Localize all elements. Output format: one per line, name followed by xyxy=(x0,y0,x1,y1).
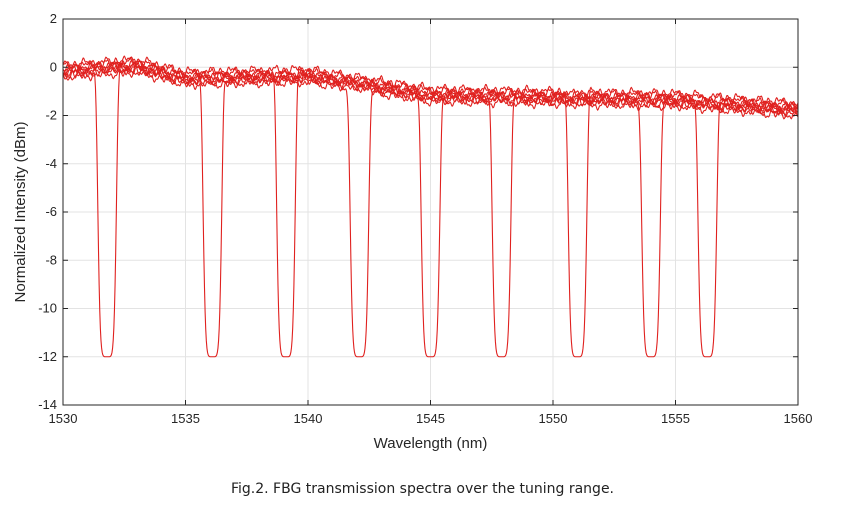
x-tick-label: 1550 xyxy=(539,411,568,426)
y-tick-label: -8 xyxy=(45,252,57,267)
y-tick-label: -14 xyxy=(38,397,57,412)
figure-caption: Fig.2. FBG transmission spectra over the… xyxy=(230,481,615,497)
y-tick-label: -12 xyxy=(38,349,57,364)
x-tick-label: 1555 xyxy=(661,411,690,426)
x-tick-label: 1560 xyxy=(784,411,813,426)
y-tick-label: -10 xyxy=(38,301,57,316)
series-group xyxy=(62,55,799,358)
x-tick-label: 1530 xyxy=(49,411,78,426)
y-axis-label: Normalized Intensity (dBm) xyxy=(12,122,29,303)
spectrum-line xyxy=(62,56,799,358)
x-axis-label: Wavelength (nm) xyxy=(374,435,488,452)
spectrum-line xyxy=(62,57,799,358)
grid-lines xyxy=(62,18,799,406)
x-tick-label: 1545 xyxy=(416,411,445,426)
spectrum-line xyxy=(62,55,799,358)
x-tick-label: 1535 xyxy=(171,411,200,426)
y-tick-label: -4 xyxy=(45,156,57,171)
y-axis-ticks: 2 0 -2 -4 -6 -8 -10 -12 -14 xyxy=(38,11,798,412)
spectrum-line xyxy=(62,64,799,358)
y-tick-label: -2 xyxy=(45,108,57,123)
spectrum-line xyxy=(62,67,799,358)
x-tick-label: 1540 xyxy=(294,411,323,426)
y-tick-label: 0 xyxy=(50,59,57,74)
y-tick-label: 2 xyxy=(50,11,57,26)
x-axis-ticks: 1530 1535 1540 1545 1550 1555 1560 xyxy=(49,19,813,426)
spectra-chart: 1530 1535 1540 1545 1550 1555 1560 2 0 -2 -4 -6 -8 -… xyxy=(12,11,813,452)
y-tick-label: -6 xyxy=(45,204,57,219)
spectrum-line xyxy=(62,60,799,358)
